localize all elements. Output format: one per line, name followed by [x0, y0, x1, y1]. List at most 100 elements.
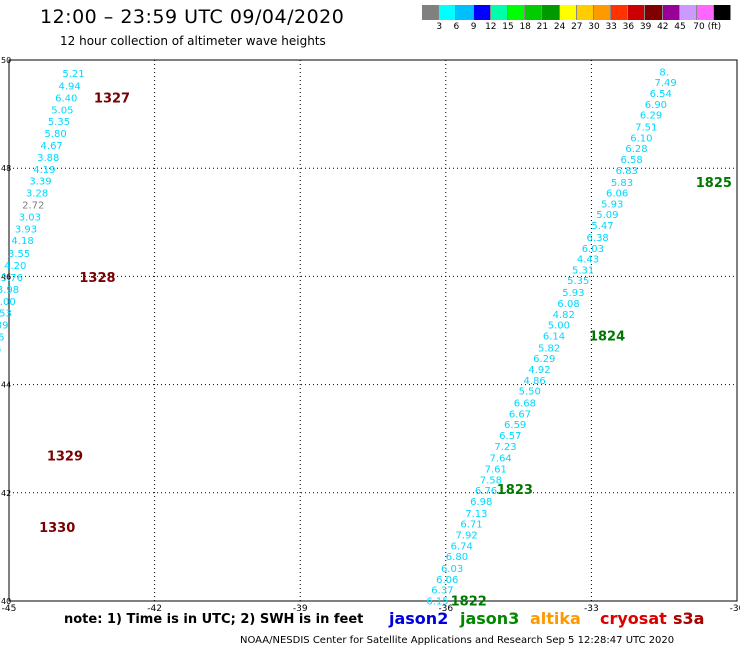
color-scale-label: 3 [436, 22, 443, 32]
color-scale-label: 12 [485, 22, 497, 32]
wave-height-value-cryosat: 4.19 [33, 165, 55, 176]
wave-height-value-jason3: 6.03 [441, 564, 463, 575]
y-tick-label: 48 [1, 164, 11, 173]
wave-height-value-jason3: 6.76 [475, 486, 497, 497]
color-swatch [525, 5, 543, 20]
wave-height-value-cryosat: 4.18 [11, 236, 33, 247]
wave-height-value-jason3: 8. [659, 67, 669, 78]
color-scale-label: 15 [502, 22, 514, 32]
wave-height-value-jason3: 5.82 [538, 343, 560, 354]
color-scale-label: 45 [674, 22, 686, 32]
wave-height-value-jason3: 4.86 [523, 376, 545, 387]
color-scale-label: 30 [588, 22, 600, 32]
wave-height-value-jason3: 5.93 [601, 199, 623, 210]
wave-height-value-jason3: 6.06 [436, 575, 458, 586]
wave-height-value-jason3: 6.14 [543, 331, 565, 342]
wave-height-values: 5.214.946.405.055.355.804.673.884.193.39… [0, 67, 677, 607]
page-title: 12:00 – 23:59 UTC 09/04/2020 [40, 6, 345, 28]
color-swatch [628, 5, 646, 20]
y-tick-label: 44 [1, 381, 11, 390]
wave-height-value-cryosat: 5.55 [0, 332, 5, 343]
color-swatch [439, 5, 457, 20]
wave-height-value-jason3: 6.29 [640, 111, 662, 122]
color-swatch [714, 5, 732, 20]
color-swatch [697, 5, 715, 20]
chart-subtitle: 12 hour collection of altimeter wave hei… [60, 34, 326, 48]
wave-height-value-jason3: 4.82 [553, 310, 575, 321]
wave-height-value-cryosat: 5.86 [0, 344, 1, 355]
color-scale-legend: 3 6 9 12 15 18 21 24 27 30 33 36 39 42 45 70 (ft) [422, 5, 732, 32]
wave-height-value-cryosat: 3.28 [26, 189, 48, 200]
footnote: note: 1) Time is in UTC; 2) SWH is in fe… [64, 612, 364, 627]
wave-height-value-jason3: 6.83 [616, 166, 638, 177]
pass-time-label-jason3: 1822 [451, 595, 487, 610]
wave-height-value-cryosat: 2.72 [22, 200, 44, 211]
color-scale-label: 27 [571, 22, 583, 32]
wave-height-value-jason3: 4.92 [528, 365, 550, 376]
wave-height-value-cryosat: 3.76 [1, 273, 23, 284]
wave-height-value-cryosat: 6.40 [55, 93, 77, 104]
legend-s3a: s3a [673, 609, 705, 628]
wave-height-value-jason3: 6.06 [606, 189, 628, 200]
wave-height-value-cryosat: 3.39 [29, 177, 51, 188]
wave-height-value-cryosat: 4.94 [59, 81, 81, 92]
wave-height-value-jason3: 4.43 [577, 255, 599, 266]
pass-time-label-jason3: 1824 [589, 329, 625, 344]
wave-height-value-jason3: 6.03 [582, 244, 604, 255]
pass-time-label-jason3: 1823 [497, 483, 533, 498]
wave-height-value-cryosat: 5.35 [48, 117, 70, 128]
wave-height-value-jason3: 6.58 [621, 155, 643, 166]
color-scale-labels: 3 6 9 12 15 18 21 24 27 30 33 36 39 42 45 70 (ft) [422, 20, 731, 32]
wave-height-value-jason3: 6.57 [499, 431, 521, 442]
pass-time-label-cryosat: 1327 [94, 91, 130, 106]
legend-jason3: jason3 [460, 609, 520, 628]
wave-height-value-jason3: 6.67 [509, 409, 531, 420]
legend-altika: altika [530, 609, 581, 628]
wave-height-value-jason3: 5.35 [567, 276, 589, 287]
wave-height-value-cryosat: 3.88 [37, 153, 59, 164]
wave-height-value-cryosat: 5.05 [51, 105, 73, 116]
wave-height-value-jason3: 6.15 [426, 597, 448, 608]
y-tick-label: 50 [1, 56, 11, 65]
credit-line: NOAA/NESDIS Center for Satellite Applica… [240, 635, 675, 646]
color-swatch [645, 5, 663, 20]
color-scale-label: 36 [622, 22, 635, 32]
y-tick-label: 40 [1, 597, 11, 606]
pass-time-label-cryosat: 1330 [39, 521, 75, 536]
wave-height-value-jason3: 6.10 [630, 133, 652, 144]
wave-height-value-jason3: 5.93 [562, 288, 584, 299]
wave-height-value-jason3: 7.49 [654, 78, 676, 89]
pass-time-label-jason3: 1825 [696, 176, 732, 191]
wave-height-value-jason3: 6.08 [557, 299, 579, 310]
color-scale-label: 42 [657, 22, 669, 32]
wave-height-value-jason3: 5.47 [591, 221, 613, 232]
legend-cryosat: cryosat [600, 609, 667, 628]
plot-frame [8, 59, 738, 602]
wave-height-value-jason3: 7.64 [489, 454, 511, 465]
wave-height-value-jason3: 7.51 [635, 123, 657, 134]
wave-height-value-cryosat: 5.21 [62, 69, 84, 80]
wave-height-value-jason3: 6.90 [645, 100, 667, 111]
color-swatch [490, 5, 508, 20]
wave-height-value-cryosat: 3.03 [19, 212, 41, 223]
wave-height-value-jason3: 6.80 [446, 552, 468, 563]
color-swatch [456, 5, 474, 20]
pass-time-label-cryosat: 1328 [79, 271, 115, 286]
wave-height-value-cryosat: 5.39 [0, 321, 8, 332]
color-scale-swatches [422, 5, 732, 20]
x-tick-label: -30 [730, 604, 740, 614]
wave-height-value-jason3: 7.23 [494, 442, 516, 453]
color-swatch [679, 5, 697, 20]
color-scale-label: 6 [453, 22, 460, 32]
wave-height-value-jason3: 6.98 [470, 497, 492, 508]
wave-height-value-jason3: 6.54 [650, 89, 672, 100]
wave-height-value-jason3: 5.31 [572, 265, 594, 276]
wave-height-value-cryosat: 3.93 [15, 224, 37, 235]
wave-height-value-jason3: 5.50 [519, 387, 541, 398]
wave-height-value-jason3: 6.74 [451, 541, 473, 552]
wave-height-value-jason3: 6.71 [460, 520, 482, 531]
color-swatch [542, 5, 560, 20]
wave-height-value-cryosat: 3.55 [8, 249, 30, 260]
wave-height-value-jason3: 7.58 [480, 475, 502, 486]
